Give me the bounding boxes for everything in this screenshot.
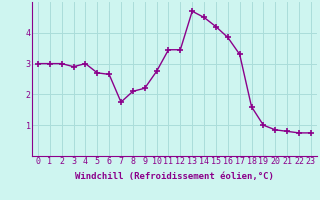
X-axis label: Windchill (Refroidissement éolien,°C): Windchill (Refroidissement éolien,°C) (75, 172, 274, 181)
